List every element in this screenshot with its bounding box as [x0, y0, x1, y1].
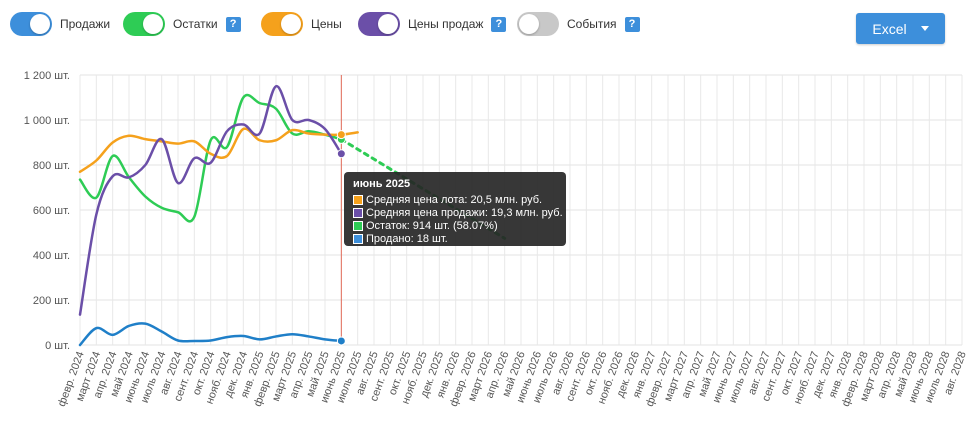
switch-stock[interactable] — [123, 12, 165, 36]
switch-sale-prices[interactable] — [358, 12, 400, 36]
series-line — [78, 127, 359, 173]
switch-knob — [378, 14, 398, 34]
series-line — [78, 322, 343, 347]
data-point-marker — [336, 336, 346, 346]
help-icon[interactable]: ? — [225, 16, 241, 32]
toggle-sale-prices-label: Цены продаж — [408, 17, 484, 31]
y-axis: 0 шт. 200 шт. 400 шт. 600 шт. 800 шт. 1 000 ш… — [24, 70, 70, 352]
tooltip-row-sale-price: Средняя цена продажи: 19,3 млн. руб. — [353, 207, 563, 219]
toggle-sales-label: Продажи — [60, 17, 111, 31]
toggle-prices-label: Цены — [311, 17, 342, 31]
tooltip-row-stock: Остаток: 914 шт. (58.07%) — [353, 220, 498, 232]
y-tick-label: 800 шт. — [33, 160, 70, 172]
chart-toolbar: Продажи Остатки ? Цены Цены продаж ? Соб… — [0, 0, 974, 50]
tooltip-row-text: Продано: 18 шт. — [366, 233, 448, 245]
data-point-marker — [336, 130, 346, 140]
legend-swatch — [353, 221, 363, 231]
chevron-down-icon — [920, 26, 929, 31]
series-line — [78, 84, 343, 316]
toggle-stock[interactable]: Остатки ? — [123, 11, 241, 37]
excel-button-label: Excel — [872, 20, 907, 37]
y-tick-label: 0 шт. — [45, 340, 70, 352]
toggle-events[interactable]: События ? — [517, 11, 640, 37]
excel-export-button[interactable]: Excel — [856, 13, 945, 44]
data-point-marker — [336, 149, 346, 159]
y-tick-label: 600 шт. — [33, 205, 70, 217]
toggle-sale-prices[interactable]: Цены продаж ? — [358, 11, 507, 37]
legend-swatch — [353, 195, 363, 205]
switch-prices[interactable] — [261, 12, 303, 36]
y-tick-label: 400 шт. — [33, 250, 70, 262]
chart-markers — [336, 130, 346, 346]
help-icon[interactable]: ? — [624, 16, 640, 32]
tooltip-title: июнь 2025 — [353, 178, 411, 190]
toggle-stock-label: Остатки — [173, 17, 218, 31]
tooltip-row-lot-price: Средняя цена лота: 20,5 млн. руб. — [353, 194, 542, 206]
tooltip-row-text: Средняя цена лота: 20,5 млн. руб. — [366, 194, 543, 206]
switch-knob — [143, 14, 163, 34]
y-tick-label: 200 шт. — [33, 295, 70, 307]
y-tick-label: 1 000 шт. — [24, 115, 70, 127]
toggle-events-label: События — [567, 17, 617, 31]
tooltip-row-sold: Продано: 18 шт. — [353, 233, 448, 245]
switch-knob — [519, 14, 539, 34]
chart-tooltip: июнь 2025 Средняя цена лота: 20,5 млн. р… — [344, 172, 566, 246]
y-tick-label: 1 200 шт. — [24, 70, 70, 82]
legend-swatch — [353, 234, 363, 244]
switch-events[interactable] — [517, 12, 559, 36]
legend-swatch — [353, 208, 363, 218]
switch-sales[interactable] — [10, 12, 52, 36]
switch-knob — [281, 14, 301, 34]
tooltip-row-text: Остаток: 914 шт. (58.07%) — [366, 220, 498, 232]
series-line — [78, 93, 343, 223]
toggle-sales[interactable]: Продажи — [10, 11, 110, 37]
toggle-prices[interactable]: Цены — [261, 11, 342, 37]
help-icon[interactable]: ? — [491, 16, 507, 32]
switch-knob — [30, 14, 50, 34]
tooltip-row-text: Средняя цена продажи: 19,3 млн. руб. — [366, 207, 563, 219]
